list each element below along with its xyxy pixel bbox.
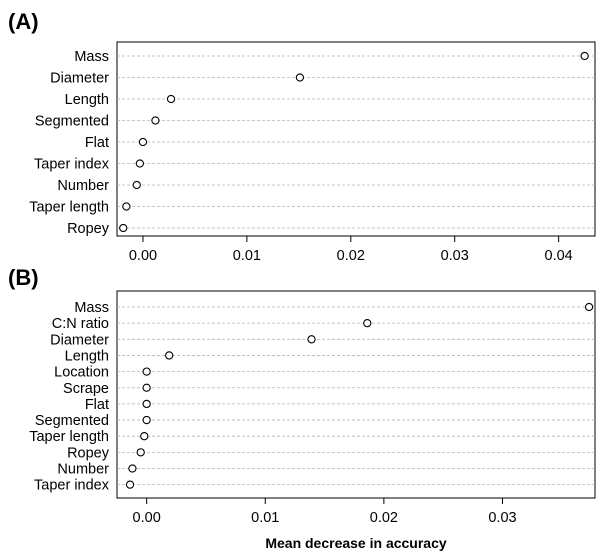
a-point-segmented (151, 116, 160, 125)
b-category-label: Length (65, 348, 109, 364)
panel-b-frame (116, 290, 596, 499)
a-point-length (166, 94, 176, 104)
panel-a: (A) Mass Diameter Length Segmented Flat Taper… (8, 9, 596, 264)
b-point-mass (584, 302, 594, 312)
panel-a-points (119, 51, 589, 233)
b-category-label: Diameter (50, 332, 109, 348)
b-point-length (165, 351, 174, 360)
a-x-tick-label: 0.01 (233, 248, 261, 264)
a-x-tick-label: 0.04 (545, 248, 573, 264)
b-x-tick-label: 0.02 (370, 510, 398, 526)
a-x-tick-label: 0.02 (337, 248, 365, 264)
b-category-label: Segmented (35, 413, 109, 429)
b-point-diameter (307, 335, 316, 344)
panel-b-x-axis: 0.00 0.01 0.02 0.03 (133, 498, 517, 526)
x-axis-title: Mean decrease in accuracy (265, 535, 447, 551)
b-category-label: Scrape (63, 381, 109, 397)
b-point-scrape (142, 383, 151, 392)
a-point-taper-index (135, 159, 145, 168)
b-point-ropey (136, 448, 145, 457)
a-category-label: Taper length (29, 200, 109, 216)
panel-b-grid (117, 306, 595, 486)
a-category-label: Flat (85, 135, 109, 151)
b-point-flat (142, 399, 151, 409)
a-point-number (132, 180, 141, 190)
a-category-label: Length (65, 92, 109, 108)
b-point-taper-index (125, 480, 135, 489)
b-x-tick-label: 0.00 (133, 510, 161, 526)
a-point-diameter (295, 73, 305, 82)
b-point-location (142, 367, 151, 376)
panel-a-frame (116, 41, 596, 237)
panel-a-x-axis: 0.00 0.01 0.02 0.03 0.04 (129, 236, 573, 264)
b-point-c-n-ratio (363, 318, 372, 328)
a-point-taper-length (122, 202, 131, 211)
b-point-segmented (142, 415, 151, 425)
panel-a-grid (117, 55, 595, 229)
b-category-label: Taper index (34, 478, 110, 494)
a-category-label: Taper index (34, 157, 110, 173)
a-category-label: Diameter (50, 71, 109, 87)
a-category-label: Number (57, 178, 109, 194)
b-point-number (128, 464, 137, 473)
b-category-label: Flat (85, 397, 109, 413)
b-x-tick-label: 0.03 (488, 510, 516, 526)
b-category-label: Number (57, 462, 109, 478)
b-category-label: Ropey (67, 445, 110, 461)
panel-a-category-labels: Mass Diameter Length Segmented Flat Taper ind… (29, 49, 110, 237)
b-category-label: Taper length (29, 429, 109, 445)
b-category-label: Mass (74, 300, 109, 316)
panel-b-letter: (B) (8, 265, 39, 290)
a-point-ropey (119, 223, 128, 233)
b-point-taper-length (140, 432, 149, 441)
b-category-label: Location (54, 365, 109, 381)
a-category-label: Segmented (35, 114, 109, 130)
panel-b-points (125, 302, 594, 489)
panel-a-letter: (A) (8, 9, 39, 34)
a-x-tick-label: 0.00 (129, 248, 157, 264)
a-point-mass (580, 51, 589, 61)
a-category-label: Ropey (67, 221, 110, 237)
b-category-label: C:N ratio (52, 316, 109, 332)
b-x-tick-label: 0.01 (251, 510, 279, 526)
a-point-flat (138, 137, 148, 147)
a-category-label: Mass (74, 49, 109, 65)
a-x-tick-label: 0.03 (441, 248, 469, 264)
